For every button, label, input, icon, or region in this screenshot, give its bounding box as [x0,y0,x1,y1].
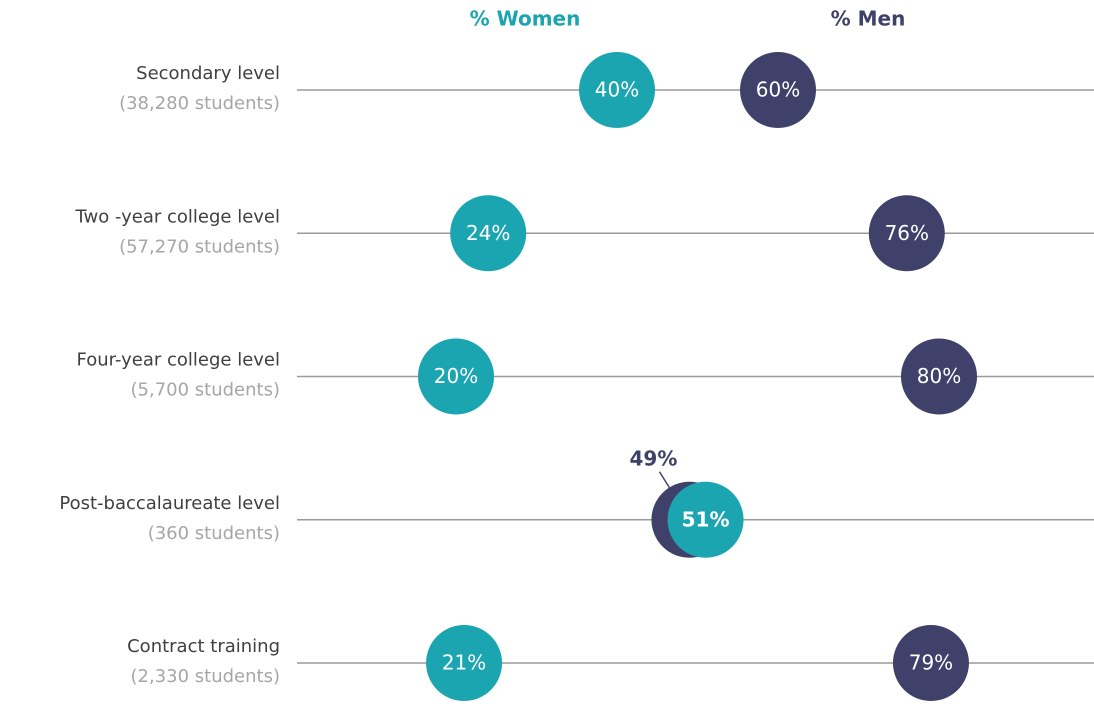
value-label: 80% [917,364,961,388]
value-label: 51% [682,507,730,531]
value-label: 49% [630,446,678,470]
dot [667,481,744,558]
category-label: Secondary level [136,63,280,84]
value-label: 24% [466,221,510,245]
category-note: (5,700 students) [131,380,280,401]
dot [579,52,655,128]
category-label: Post-baccalaureate level [59,493,280,514]
leader-line [658,471,671,489]
value-label: 20% [434,364,478,388]
value-label: 60% [756,78,800,102]
dot [426,625,503,701]
dot [901,338,977,415]
legend-men: % Men [831,7,906,31]
category-note: (57,270 students) [119,236,280,257]
category-label: Four-year college level [77,350,280,371]
dot [740,52,816,128]
category-note: (38,280 students) [119,93,280,114]
dot [450,195,527,272]
category-note: (360 students) [148,523,280,544]
value-label: 40% [595,78,639,102]
category-label: Contract training [127,636,280,657]
value-label: 79% [909,651,953,675]
category-label: Two -year college level [74,206,280,227]
dot [868,195,945,272]
value-label: 76% [885,221,929,245]
category-note: (2,330 students) [131,666,280,687]
value-label: 21% [442,651,486,675]
dot [892,625,969,701]
legend-women: % Women [470,7,581,31]
dot [418,338,494,415]
